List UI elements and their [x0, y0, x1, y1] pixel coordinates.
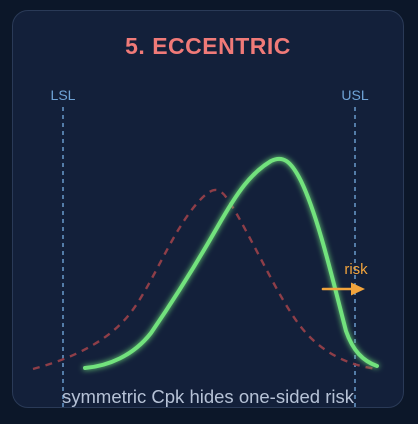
caption: symmetric Cpk hides one-sided risk: [62, 386, 354, 407]
lsl-label: LSL: [51, 87, 76, 103]
distribution-plot: LSL USL risk: [32, 87, 379, 407]
usl-label: USL: [341, 87, 368, 103]
eccentric-card: 5. ECCENTRIC LSL USL risk symmetric Cpk …: [12, 10, 404, 408]
assumed-symmetric-curve: [32, 188, 379, 371]
risk-label: risk: [344, 261, 368, 278]
risk-arrow-head: [351, 282, 365, 296]
card-title: 5. ECCENTRIC: [125, 33, 291, 59]
actual-skewed-curve: [83, 156, 379, 370]
